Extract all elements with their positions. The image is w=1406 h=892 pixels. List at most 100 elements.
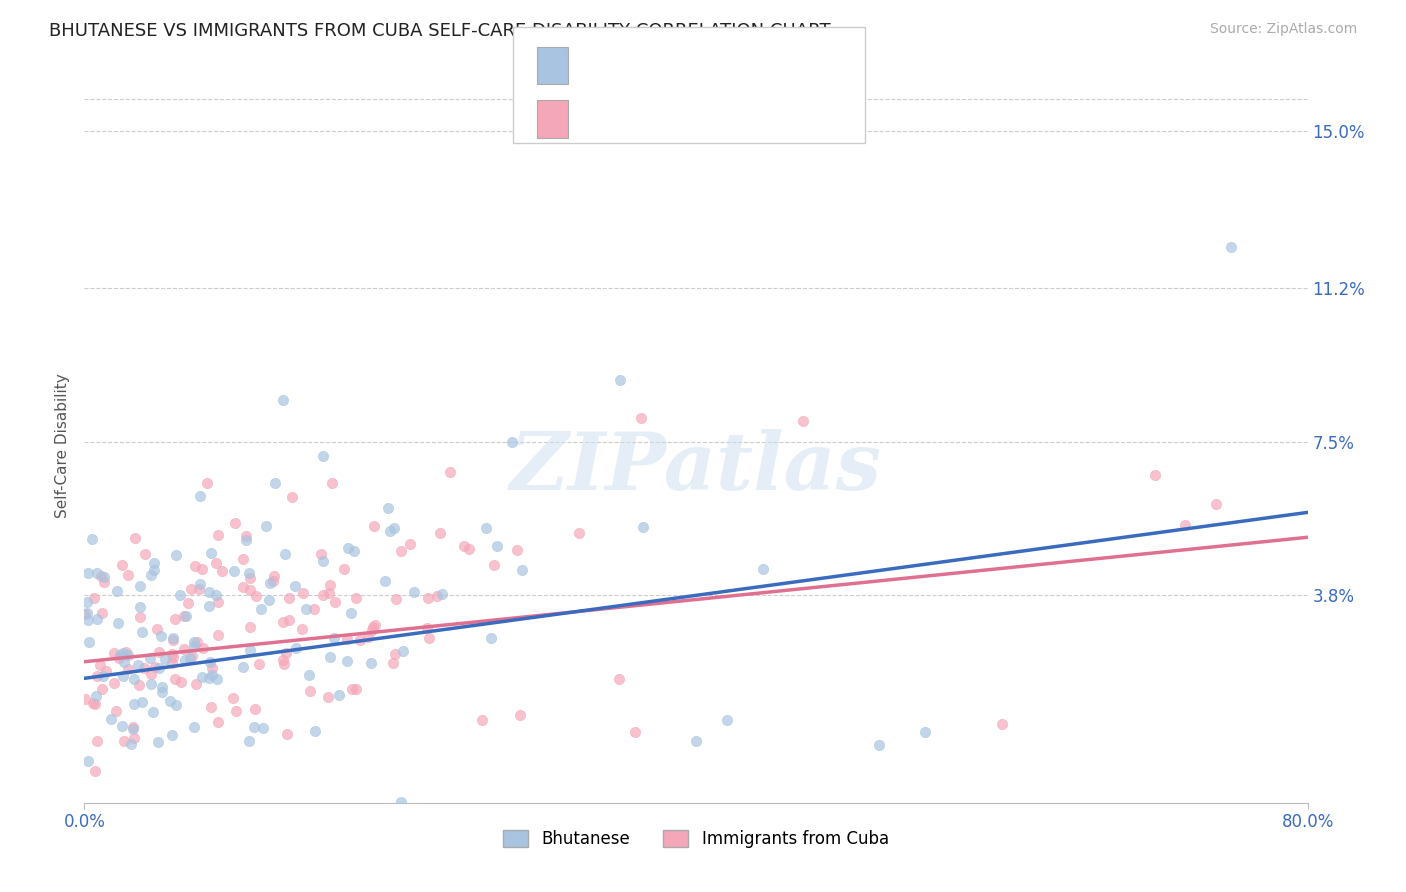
Point	[120, 737, 142, 751]
Point	[243, 702, 266, 716]
Text: N =: N =	[681, 56, 733, 74]
Point	[259, 576, 281, 591]
Point	[146, 622, 169, 636]
Point	[207, 714, 229, 729]
Point	[181, 648, 204, 663]
Point	[105, 584, 128, 599]
Point	[325, 595, 347, 609]
Point	[285, 641, 308, 656]
Point	[271, 652, 294, 666]
Point	[402, 584, 425, 599]
Point	[318, 690, 340, 704]
Point	[207, 672, 229, 686]
Point	[263, 569, 285, 583]
Point	[792, 414, 814, 428]
Point	[292, 586, 315, 600]
Point	[142, 563, 165, 577]
Point	[278, 591, 301, 605]
Point	[188, 489, 211, 503]
Point	[278, 613, 301, 627]
Point	[311, 554, 333, 568]
Text: 0.263: 0.263	[621, 56, 673, 74]
Point	[914, 725, 936, 739]
Point	[165, 698, 187, 712]
Point	[77, 635, 100, 649]
Point	[262, 574, 284, 588]
Point	[426, 589, 449, 603]
Point	[457, 541, 479, 556]
Point	[416, 591, 439, 605]
Point	[235, 533, 257, 548]
Point	[238, 566, 260, 580]
Point	[179, 650, 201, 665]
Point	[222, 564, 245, 578]
Point	[361, 619, 384, 633]
Point	[274, 646, 297, 660]
Point	[105, 704, 128, 718]
Point	[188, 576, 211, 591]
Point	[162, 631, 184, 645]
Point	[201, 668, 224, 682]
Text: 108: 108	[745, 56, 780, 74]
Point	[1220, 240, 1243, 254]
Text: 123: 123	[745, 110, 780, 128]
Point	[252, 722, 274, 736]
Point	[224, 516, 246, 531]
Point	[363, 519, 385, 533]
Point	[328, 689, 350, 703]
Point	[76, 595, 98, 609]
Text: N =: N =	[681, 110, 733, 128]
Point	[479, 631, 502, 645]
Point	[122, 722, 145, 736]
Point	[111, 719, 134, 733]
Point	[276, 726, 298, 740]
Point	[273, 657, 295, 671]
Point	[160, 656, 183, 670]
Point	[107, 616, 129, 631]
Point	[129, 579, 152, 593]
Point	[1143, 468, 1166, 483]
Point	[384, 591, 406, 606]
Point	[110, 648, 132, 662]
Point	[117, 567, 139, 582]
Point	[142, 556, 165, 570]
Point	[869, 738, 891, 752]
Point	[131, 625, 153, 640]
Point	[159, 694, 181, 708]
Point	[73, 607, 96, 621]
Point	[129, 600, 152, 615]
Point	[361, 623, 384, 637]
Point	[205, 556, 228, 570]
Point	[389, 543, 412, 558]
Point	[207, 528, 229, 542]
Point	[86, 566, 108, 580]
Point	[76, 613, 98, 627]
Point	[131, 695, 153, 709]
Point	[482, 558, 505, 573]
Point	[274, 547, 297, 561]
Point	[162, 650, 184, 665]
Point	[86, 612, 108, 626]
Point	[186, 635, 208, 649]
Point	[96, 664, 118, 678]
Point	[112, 733, 135, 747]
Point	[304, 601, 326, 615]
Point	[176, 596, 198, 610]
Point	[91, 606, 114, 620]
Point	[271, 393, 294, 408]
Point	[142, 705, 165, 719]
Point	[207, 628, 229, 642]
Point	[336, 654, 359, 668]
Point	[77, 566, 100, 581]
Point	[184, 676, 207, 690]
Point	[150, 680, 173, 694]
Point	[304, 723, 326, 738]
Point	[76, 607, 98, 621]
Point	[381, 657, 404, 671]
Point	[93, 574, 115, 589]
Point	[509, 707, 531, 722]
Point	[165, 672, 187, 686]
Point	[201, 661, 224, 675]
Point	[374, 574, 396, 588]
Point	[90, 568, 112, 582]
